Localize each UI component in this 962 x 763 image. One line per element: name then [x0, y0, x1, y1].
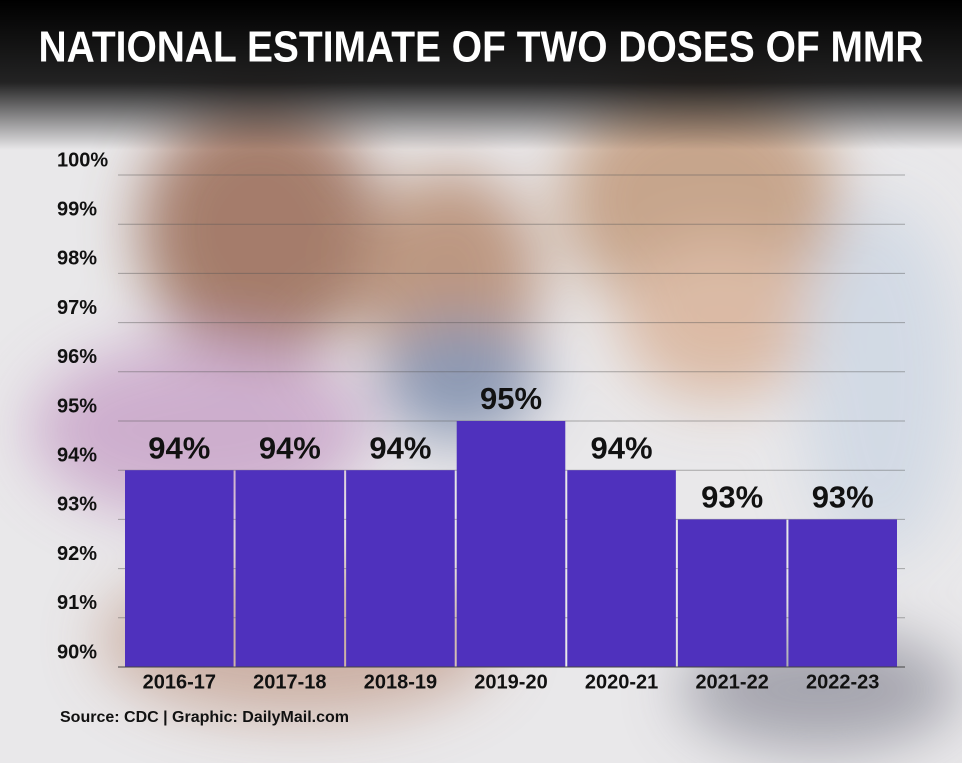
bar	[677, 519, 787, 667]
x-tick-label: 2022-23	[806, 671, 879, 693]
y-tick-label: 94%	[57, 444, 97, 466]
title-band	[0, 0, 962, 150]
x-tick-label: 2017-18	[253, 671, 326, 693]
y-tick-label: 95%	[57, 395, 97, 417]
y-tick-label: 100%	[57, 149, 108, 171]
y-tick-label: 99%	[57, 198, 97, 220]
value-label: 93%	[701, 480, 763, 515]
x-tick-label: 2016-17	[143, 671, 216, 693]
value-label: 94%	[591, 430, 653, 465]
value-label: 93%	[812, 480, 874, 515]
chart-title: NATIONAL ESTIMATE OF TWO DOSES OF MMR	[39, 23, 924, 72]
x-tick-label: 2018-19	[364, 671, 437, 693]
value-label: 94%	[148, 430, 210, 465]
y-tick-label: 92%	[57, 543, 97, 565]
y-tick-label: 93%	[57, 494, 97, 516]
value-label: 94%	[259, 430, 321, 465]
bar	[456, 421, 566, 667]
x-tick-label: 2019-20	[474, 671, 547, 693]
x-tick-label: 2020-21	[585, 671, 658, 693]
x-tick-label: 2021-22	[695, 671, 768, 693]
bar	[346, 470, 455, 667]
source-note: Source: CDC | Graphic: DailyMail.com	[60, 709, 349, 726]
value-label: 94%	[369, 430, 431, 465]
bar	[235, 470, 345, 667]
y-tick-label: 96%	[57, 346, 97, 368]
bar	[567, 470, 676, 667]
y-tick-label: 90%	[57, 641, 97, 663]
y-tick-label: 98%	[57, 248, 97, 270]
y-tick-label: 91%	[57, 592, 97, 614]
bar	[125, 470, 234, 667]
value-label: 95%	[480, 381, 542, 416]
y-tick-label: 97%	[57, 297, 97, 319]
bar	[788, 519, 897, 667]
